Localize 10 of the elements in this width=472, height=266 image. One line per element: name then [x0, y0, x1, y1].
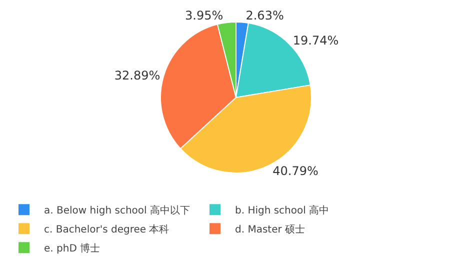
data-label: 3.95% — [185, 8, 224, 23]
legend-label: d. Master 硕士 — [234, 224, 306, 236]
data-label: 40.79% — [272, 164, 318, 178]
legend-label: c. Bachelor's degree 本科 — [44, 224, 170, 236]
legend-label: b. High school 高中 — [234, 204, 330, 217]
legend-label: e. phD 博士 — [44, 242, 100, 255]
legend-label: a. Below high school 高中以下 — [44, 204, 190, 217]
data-label: 2.63% — [246, 8, 284, 22]
data-label: 19.74% — [292, 34, 339, 48]
data-label: 32.89% — [114, 68, 160, 82]
